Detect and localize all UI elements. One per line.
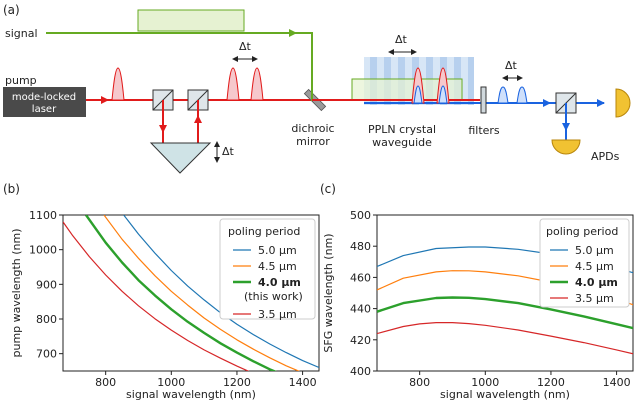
sfg-pulse-icon	[497, 86, 509, 104]
y-tick-label: 1100	[29, 209, 57, 222]
ppln-label-line1: PPLN crystal	[368, 123, 436, 136]
legend-label: 4.5 μm	[575, 260, 614, 273]
signal-beam	[46, 32, 313, 90]
filters-label: filters	[468, 124, 500, 137]
legend-title: poling period	[228, 225, 300, 238]
dichroic-label-line2: mirror	[296, 135, 330, 148]
y-tick-label: 420	[350, 334, 371, 347]
pump-pulse-icon	[226, 67, 240, 101]
legend-label: 4.0 μm	[575, 276, 618, 289]
x-tick-label: 800	[95, 376, 116, 389]
pump-label: pump	[5, 74, 37, 87]
apd-detector-icon	[615, 88, 631, 118]
plot-frame	[62, 214, 320, 372]
legend-label: 3.5 μm	[258, 308, 297, 321]
x-tick-label: 800	[409, 376, 430, 389]
pump-pulse-icon	[111, 67, 125, 101]
x-tick-label: 1400	[603, 376, 631, 389]
legend-label: 4.5 μm	[258, 260, 297, 273]
delay-label-pump: Δt	[239, 40, 252, 53]
apds-label: APDs	[591, 150, 620, 163]
series-line	[377, 296, 633, 330]
plot-frame	[376, 214, 634, 372]
delay-label-sfg: Δt	[505, 59, 518, 72]
legend-note: (this work)	[244, 290, 303, 303]
x-tick-label: 1200	[537, 376, 565, 389]
x-tick-label: 1400	[289, 376, 317, 389]
chart-c-ylabel: SFG wavelength (nm)	[322, 233, 335, 352]
pump-pulse-icon	[250, 67, 264, 101]
legend-box	[219, 218, 316, 320]
series-line	[103, 215, 301, 371]
chart-c-axes: 800 1000 1200 1400 400 420 440 460 480 500	[350, 209, 634, 389]
signal-pulse-envelope	[137, 9, 245, 32]
y-tick-label: 400	[350, 365, 371, 378]
laser-label-line1: mode-locked	[12, 92, 76, 103]
y-tick-label: 700	[36, 348, 57, 361]
chart-sfg-vs-signal: (c) 800 1000 1200 1400 400 420 440 460 480 500 po…	[320, 182, 634, 401]
apd-detector-icon	[551, 139, 581, 155]
panel-b-label: (b)	[3, 182, 20, 196]
prism-icon	[149, 142, 212, 174]
legend-label: 4.0 μm	[258, 276, 301, 289]
chart-b-axes: 800 1000 1200 1400 700 800 900 1000 1100	[29, 209, 320, 389]
legend-title: poling period	[546, 225, 618, 238]
legend-label: 5.0 μm	[575, 244, 614, 257]
chart-c-xlabel: signal wavelength (nm)	[440, 388, 570, 401]
delay-label-ppln: Δt	[395, 33, 408, 46]
series-line	[85, 215, 277, 371]
laser-label-line2: laser	[32, 104, 57, 115]
panel-a-schematic: (a) signal pump mode-locked laser Δt	[3, 3, 631, 174]
delay-line: Δt	[149, 89, 235, 174]
signal-label: signal	[5, 27, 38, 40]
chart-pump-vs-signal: (b) 800 1000 1200 1400 700 800 900 1000 1100 pol…	[3, 182, 320, 401]
y-tick-label: 440	[350, 303, 371, 316]
x-tick-label: 1200	[223, 376, 251, 389]
legend-label: 5.0 μm	[258, 244, 297, 257]
dichroic-label-line1: dichroic	[291, 122, 334, 135]
sfg-pulse-icon	[516, 86, 528, 104]
x-tick-label: 1000	[157, 376, 185, 389]
series-line	[63, 221, 250, 371]
y-tick-label: 900	[36, 278, 57, 291]
chart-c-legend: poling period 5.0 μm 4.5 μm 4.0 μm 3.5 μ…	[539, 218, 630, 308]
y-tick-label: 460	[350, 271, 371, 284]
chart-b-ylabel: pump wavelength (nm)	[10, 229, 23, 358]
x-tick-label: 1000	[471, 376, 499, 389]
chart-b-legend: poling period 5.0 μm 4.5 μm 4.0 μm (this…	[219, 218, 316, 321]
chart-b-xlabel: signal wavelength (nm)	[126, 388, 256, 401]
legend-label: 3.5 μm	[575, 292, 614, 305]
series-line	[377, 322, 633, 355]
y-tick-label: 800	[36, 313, 57, 326]
ppln-label-line2: waveguide	[372, 136, 432, 149]
legend-box	[539, 218, 630, 308]
laser-box	[3, 87, 86, 117]
delay-label-prism: Δt	[222, 145, 235, 158]
y-tick-label: 1000	[29, 244, 57, 257]
y-tick-label: 500	[350, 209, 371, 222]
filter-icon	[480, 86, 487, 114]
y-tick-label: 480	[350, 240, 371, 253]
ppln-waveguide	[311, 57, 600, 105]
panel-c-label: (c)	[320, 182, 336, 196]
panel-a-label: (a)	[3, 3, 20, 17]
